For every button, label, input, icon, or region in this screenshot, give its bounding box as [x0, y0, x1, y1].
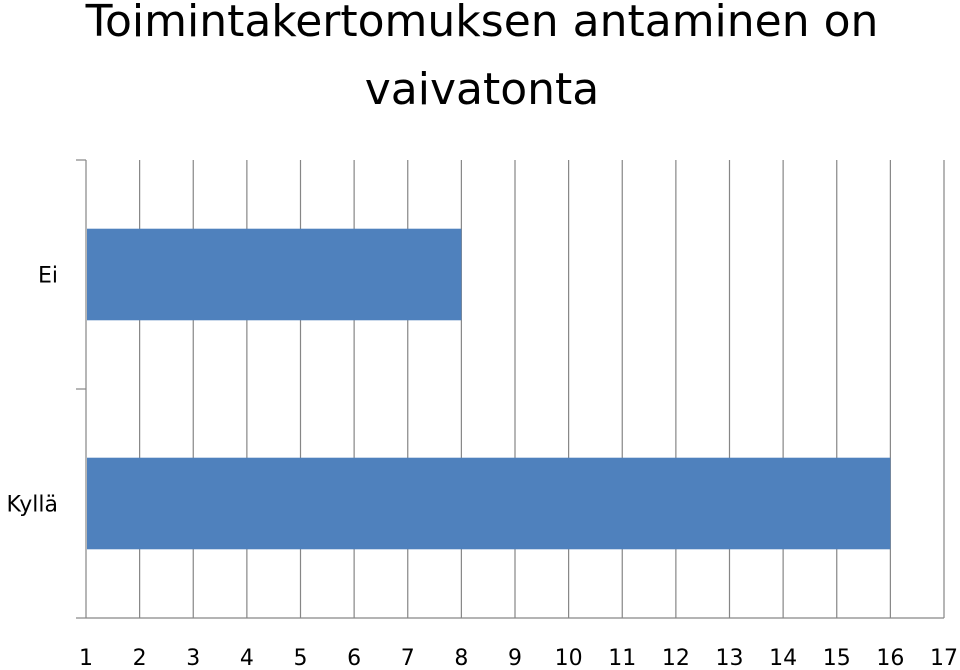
- x-tick-label-11: 11: [608, 646, 636, 670]
- bar-ei: [87, 228, 462, 321]
- x-tick-label-12: 12: [662, 646, 690, 670]
- category-label-kyllä: Kyllä: [6, 493, 58, 518]
- x-tick-label-9: 9: [508, 646, 522, 670]
- x-tick-label-14: 14: [769, 646, 797, 670]
- x-tick-label-4: 4: [240, 646, 254, 670]
- category-labels: Ei Kyllä: [6, 264, 58, 518]
- x-tick-label-15: 15: [823, 646, 851, 670]
- x-tick-label-3: 3: [186, 646, 200, 670]
- x-tick-label-2: 2: [133, 646, 147, 670]
- x-tick-label-17: 17: [930, 646, 958, 670]
- chart-title-line-1: Toimintakertomuksen antaminen on: [85, 0, 879, 47]
- x-tick-label-1: 1: [79, 646, 93, 670]
- bar-kyllä: [87, 457, 891, 550]
- x-tick-label-6: 6: [347, 646, 361, 670]
- axes: [76, 159, 944, 619]
- x-tick-label-10: 10: [555, 646, 583, 670]
- x-tick-labels: 1 2 3 4 5 6 7 8 9 10 11 12 13 14 15 16 17: [79, 646, 958, 670]
- x-tick-label-13: 13: [716, 646, 744, 670]
- chart-title-line-2: vaivatonta: [365, 64, 600, 115]
- x-tick-label-8: 8: [454, 646, 468, 670]
- x-tick-label-7: 7: [401, 646, 415, 670]
- x-tick-label-16: 16: [876, 646, 904, 670]
- bars: [87, 228, 891, 550]
- x-tick-label-5: 5: [294, 646, 308, 670]
- category-label-ei: Ei: [38, 264, 58, 289]
